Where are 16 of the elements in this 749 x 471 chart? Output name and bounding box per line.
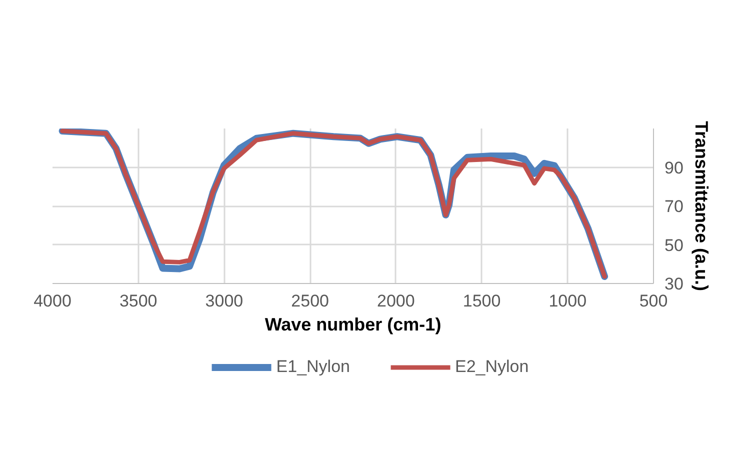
- x-axis-title: Wave number (cm-1): [264, 314, 442, 334]
- y-tick-label: 50: [664, 236, 684, 255]
- x-tick-label: 1000: [548, 292, 587, 310]
- y-tick-label: 90: [664, 158, 684, 178]
- legend-label: E1_Nylon: [276, 357, 350, 377]
- x-tick-label: 500: [639, 292, 668, 310]
- x-tick-label: 4000: [34, 292, 72, 310]
- x-tick-label: 2500: [291, 292, 329, 310]
- x-tick-label: 1500: [462, 292, 501, 310]
- x-tick-label: 2000: [377, 292, 415, 310]
- y-tick-label: 30: [664, 274, 684, 294]
- y-axis-title: Transmittance (a.u.): [691, 120, 712, 292]
- x-tick-label: 3500: [119, 292, 158, 310]
- x-tick-label: 3000: [205, 292, 244, 310]
- legend-label: E2_Nylon: [455, 357, 529, 377]
- y-tick-label: 70: [664, 197, 684, 216]
